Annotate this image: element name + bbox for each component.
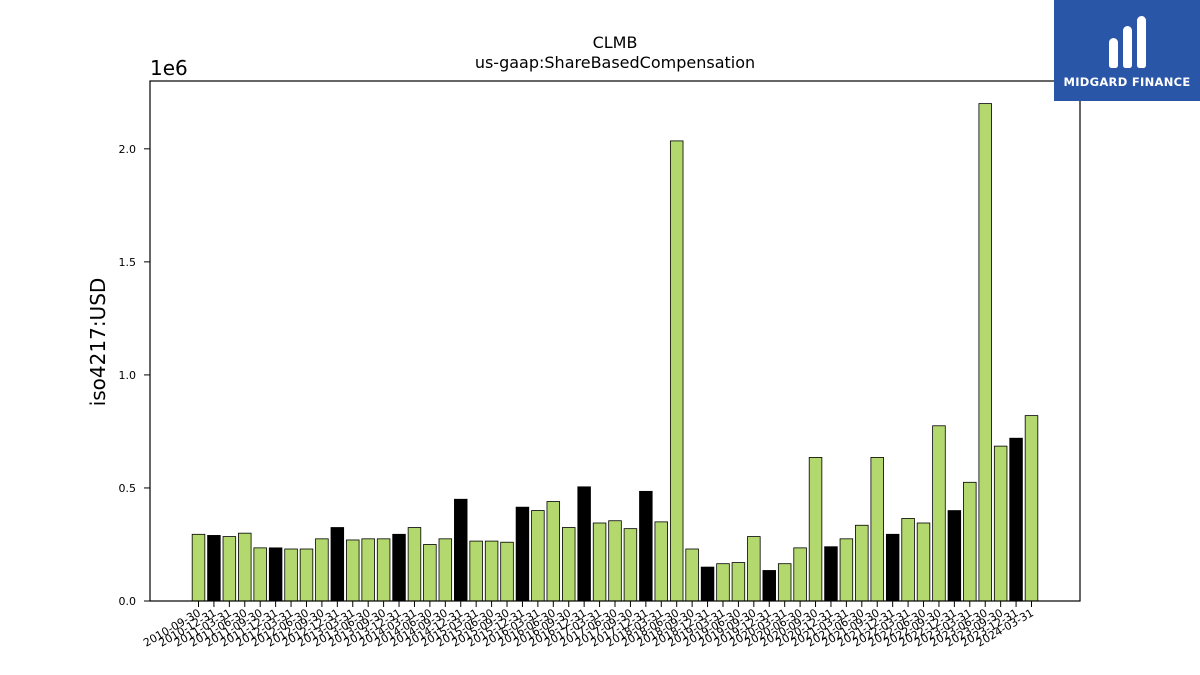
y-tick-label: 0.5 <box>119 482 137 495</box>
bar-2022-09-30 <box>932 425 946 602</box>
bar-2023-03-31 <box>963 481 977 602</box>
bar-2016-03-31 <box>531 510 545 602</box>
bar-2022-12-31 <box>947 510 962 602</box>
bar-2010-12-31 <box>207 535 221 602</box>
bar-2023-09-30 <box>993 445 1008 602</box>
bar-2017-06-30 <box>608 520 622 602</box>
bar-2012-09-30 <box>315 538 329 602</box>
bar-2023-06-30 <box>978 103 992 602</box>
bar-2019-03-31 <box>716 563 730 602</box>
bar-2012-03-31 <box>284 548 298 602</box>
bar-2015-06-30 <box>484 540 499 602</box>
bar-2020-03-31 <box>777 563 792 602</box>
bar-2018-06-30 <box>669 140 684 602</box>
bar-2013-03-31 <box>346 539 360 602</box>
y-axis: 0.0 0.5 1.0 1.5 2.0 <box>119 143 150 608</box>
bar-2016-12-31 <box>577 486 591 602</box>
bar-2014-12-31 <box>454 498 468 602</box>
y-axis-offset-label: 1e6 <box>150 56 188 80</box>
bar-2019-06-30 <box>731 562 746 602</box>
bar-2015-09-30 <box>500 541 514 602</box>
bar-2014-09-30 <box>438 538 453 602</box>
bar-2018-03-31 <box>654 521 669 602</box>
midgard-finance-logo: MIDGARD FINANCE <box>1054 0 1200 101</box>
bar-2011-09-30 <box>253 547 267 602</box>
bar-2022-03-31 <box>901 518 915 602</box>
bar-2019-09-30 <box>747 536 761 602</box>
bar-2013-12-31 <box>392 533 406 602</box>
bar-2020-09-30 <box>808 457 823 602</box>
midgard-logo-icon <box>1108 16 1146 68</box>
bar-2021-03-31 <box>839 538 854 602</box>
bar-2020-12-31 <box>824 546 838 602</box>
bar-2016-09-30 <box>562 527 576 602</box>
bar-2019-12-31 <box>762 570 776 602</box>
plot-frame <box>149 80 1081 602</box>
y-axis-label: iso4217:USD <box>86 278 110 407</box>
x-axis: 2010-09-302010-12-312011-03-312011-06-30… <box>141 601 1036 650</box>
bar-2011-06-30 <box>238 532 252 602</box>
bar-2024-03-31 <box>1024 415 1039 602</box>
chart-title: CLMB <box>593 33 638 52</box>
bar-2018-12-31 <box>700 566 715 602</box>
logo-text: MIDGARD FINANCE <box>1063 75 1191 89</box>
y-tick-label: 1.5 <box>119 256 137 269</box>
bar-2017-09-30 <box>623 528 638 602</box>
bar-2022-06-30 <box>916 522 931 602</box>
bar-2023-12-31 <box>1009 437 1023 602</box>
bar-2020-06-30 <box>793 547 807 602</box>
bar-2010-09-30 <box>191 533 206 602</box>
y-tick-label: 1.0 <box>119 369 137 382</box>
bar-2017-03-31 <box>592 522 607 602</box>
y-tick-label: 2.0 <box>119 143 137 156</box>
bar-series <box>191 103 1039 602</box>
bar-2011-12-31 <box>268 547 283 602</box>
bar-2021-12-31 <box>885 533 900 602</box>
bar-2015-03-31 <box>469 540 483 602</box>
bar-2017-12-31 <box>639 490 653 602</box>
bar-2014-03-31 <box>407 527 422 602</box>
bar-2021-09-30 <box>870 457 884 602</box>
bar-2016-06-30 <box>546 501 561 602</box>
bar-2021-06-30 <box>855 524 869 602</box>
bar-2011-03-31 <box>222 536 237 602</box>
bar-2012-12-31 <box>330 527 345 602</box>
bar-2013-09-30 <box>376 538 391 602</box>
bar-2014-06-30 <box>423 544 437 602</box>
y-tick-label: 0.0 <box>119 595 137 608</box>
bar-2012-06-30 <box>299 548 314 602</box>
bar-2013-06-30 <box>361 538 375 602</box>
bar-2018-09-30 <box>685 548 699 602</box>
bar-2015-12-31 <box>515 506 530 602</box>
chart-subtitle: us-gaap:ShareBasedCompensation <box>475 53 755 72</box>
